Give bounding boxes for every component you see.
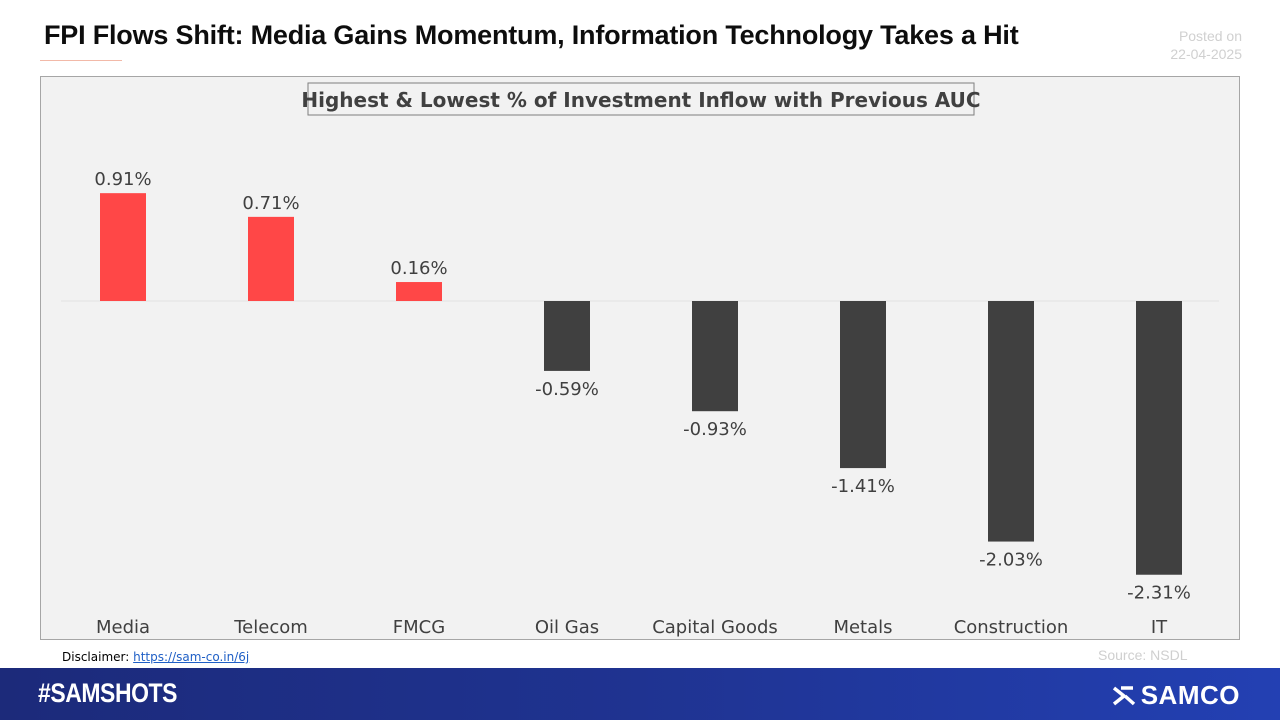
data-label: -1.41% [831, 476, 895, 497]
category-label: IT [1151, 617, 1168, 638]
category-label: Metals [833, 617, 892, 638]
brand-name: SAMCO [1140, 680, 1240, 710]
bar-chart: Highest & Lowest % of Investment Inflow … [61, 82, 1219, 638]
bar-construction [988, 301, 1034, 542]
bar-fmcg [396, 282, 442, 301]
chart-panel: Highest & Lowest % of Investment Inflow … [40, 76, 1240, 640]
data-label: -2.31% [1127, 583, 1191, 604]
category-label: FMCG [393, 617, 445, 638]
source-note: Source: NSDL [1098, 647, 1188, 663]
data-label: 0.16% [390, 258, 447, 279]
disclaimer-link[interactable]: https://sam-co.in/6j [133, 650, 250, 664]
posted-info: Posted on 22-04-2025 [1170, 27, 1242, 63]
title-underline-accent [40, 60, 122, 61]
category-label: Construction [954, 617, 1069, 638]
data-label: -2.03% [979, 550, 1043, 571]
category-label: Media [96, 617, 150, 638]
category-label: Capital Goods [652, 617, 778, 638]
brand-logo: SAMCO [1111, 680, 1240, 711]
data-label: 0.91% [94, 169, 151, 190]
chart-title-box [307, 82, 975, 116]
bar-capital-goods [692, 301, 738, 412]
samco-logo-icon [1112, 685, 1135, 705]
footer-hashtag: #SAMSHOTS [38, 678, 178, 708]
bar-oil-gas [544, 301, 590, 371]
value-labels-layer: 0.91% 0.71% 0.16% -0.59% -0.93% -1.41% -2.03% -… [94, 169, 1190, 604]
data-label: -0.93% [683, 419, 747, 440]
disclaimer: Disclaimer: https://sam-co.in/6j [62, 650, 249, 664]
category-label: Telecom [233, 617, 308, 638]
bar-media [100, 193, 146, 301]
bar-telecom [248, 216, 294, 301]
bars-layer [100, 193, 1182, 575]
footer-bar: #SAMSHOTS SAMCO [0, 668, 1280, 720]
disclaimer-label: Disclaimer: [62, 650, 130, 664]
bar-metals [840, 301, 886, 469]
posted-date: 22-04-2025 [1170, 46, 1242, 62]
posted-label: Posted on [1178, 28, 1242, 44]
data-label: -0.59% [535, 379, 599, 400]
category-labels-layer: Media Telecom FMCG Oil Gas Capital Goods Meta… [96, 617, 1168, 638]
bar-it [1136, 301, 1182, 575]
data-label: 0.71% [242, 193, 299, 214]
chart-title: Highest & Lowest % of Investment Inflow … [301, 88, 980, 112]
category-label: Oil Gas [535, 617, 599, 638]
page-title: FPI Flows Shift: Media Gains Momentum, I… [44, 20, 1019, 50]
